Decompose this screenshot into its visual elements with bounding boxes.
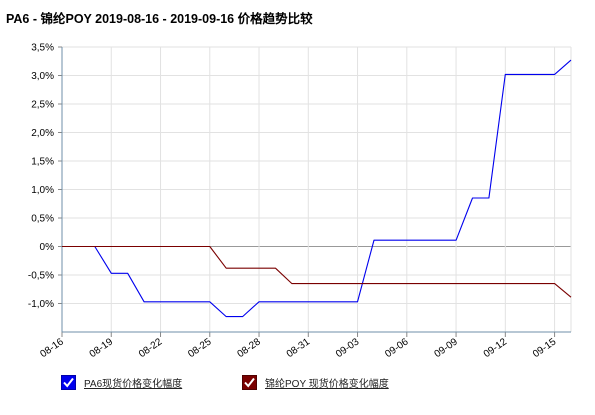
y-tick-label: 0%: [40, 242, 55, 253]
legend-item-poy[interactable]: 锦纶POY 现货价格变化幅度: [242, 375, 389, 390]
x-tick-label: 09-15: [531, 336, 559, 360]
x-tick-label: 09-03: [334, 336, 362, 360]
checkbox-checked-icon[interactable]: [242, 375, 257, 390]
x-tick-label: 08-25: [186, 336, 214, 360]
y-tick-label: 3,5%: [31, 43, 54, 54]
x-tick-label: 08-28: [235, 336, 263, 360]
series-line-1: [62, 245, 572, 298]
series: [62, 59, 572, 318]
legend-label-pa6[interactable]: PA6现货价格变化幅度: [84, 379, 183, 390]
x-tick-label: 09-12: [482, 336, 510, 360]
y-tick-label: -0,5%: [28, 271, 54, 282]
x-tick-label: 08-19: [88, 336, 116, 360]
series-line-0: [62, 59, 572, 318]
y-tick-label: -1,0%: [28, 299, 54, 310]
y-tick-label: 1,5%: [31, 157, 54, 168]
x-tick-label: 09-09: [433, 336, 461, 360]
y-tick-labels: 3,5% 3,0% 2,5% 2,0% 1,5% 1,0% 0,5% 0% -0,5% -1,0%: [28, 43, 54, 311]
axes: [58, 46, 571, 337]
x-tick-label: 08-22: [137, 336, 165, 360]
y-tick-label: 2,5%: [31, 100, 54, 111]
y-tick-label: 3,0%: [31, 71, 54, 82]
legend-label-poy[interactable]: 锦纶POY 现货价格变化幅度: [265, 379, 389, 390]
chart-title: PA6 - 锦纶POY 2019-08-16 - 2019-09-16 价格趋势…: [6, 12, 313, 26]
x-tick-label: 08-16: [38, 336, 66, 360]
x-tick-labels: 08-16 08-19 08-22 08-25 08-28 08-31 09-03 09-06…: [38, 336, 558, 360]
legend-item-pa6[interactable]: PA6现货价格变化幅度: [61, 375, 182, 390]
checkbox-checked-icon[interactable]: [61, 375, 76, 390]
grid: [61, 46, 572, 332]
y-tick-label: 2,0%: [31, 128, 54, 139]
y-tick-label: 1,0%: [31, 185, 54, 196]
x-tick-label: 08-31: [285, 336, 313, 360]
y-tick-label: 0,5%: [31, 214, 54, 225]
x-tick-label: 09-06: [383, 336, 411, 360]
